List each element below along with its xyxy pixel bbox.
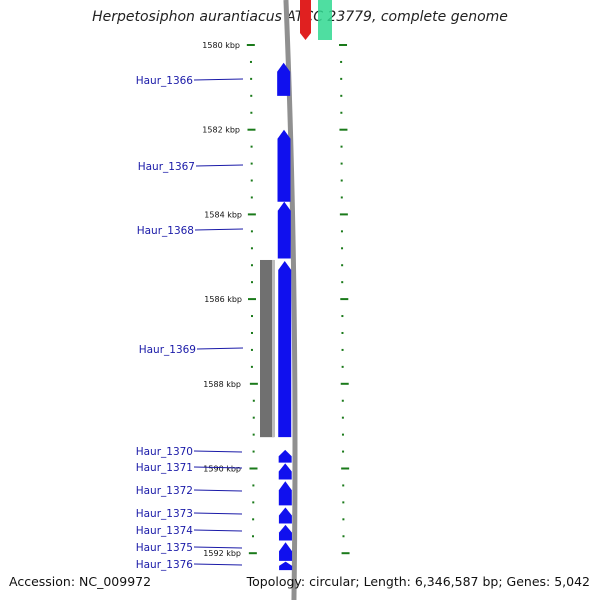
gene-label: Haur_1375 — [136, 542, 193, 554]
gene-label: Haur_1369 — [139, 344, 196, 356]
gene-label: Haur_1367 — [138, 161, 195, 173]
kbp-label: 1588 kbp — [203, 380, 241, 389]
gene-leader-line — [193, 546, 243, 549]
kbp-label: 1590 kbp — [203, 465, 241, 474]
gene-leader-line — [193, 78, 244, 81]
gene-arrow-haur-1370 — [278, 449, 292, 463]
gene-arrow-haur-1375 — [279, 542, 293, 561]
label-layer: 1580 kbp 1582 kbp 1584 kbp 1586 kbp 1588 kbp… — [136, 41, 244, 571]
gene-leader-line — [193, 489, 243, 492]
kbp-label: 1586 kbp — [204, 295, 242, 304]
right-tick-track — [339, 44, 350, 555]
gene-label: Haur_1376 — [136, 559, 194, 571]
red-feature — [300, 0, 311, 33]
homology-track — [260, 259, 275, 438]
gene-arrow-haur-1368 — [277, 201, 291, 259]
gene-arrow-haur-1373 — [278, 507, 292, 524]
gene-label: Haur_1370 — [136, 446, 193, 458]
gene-label: Haur_1374 — [136, 525, 194, 537]
homology-block — [260, 259, 274, 438]
left-tick-track — [246, 44, 258, 555]
gene-label: Haur_1372 — [136, 485, 193, 497]
gene-arrow-haur-1366 — [277, 62, 291, 96]
kbp-label: 1582 kbp — [202, 126, 240, 135]
gene-arrow-haur-1369 — [278, 260, 292, 438]
gene-label: Haur_1371 — [136, 462, 193, 474]
kbp-label: 1584 kbp — [204, 210, 242, 219]
map-title: Herpetosiphon aurantiacus ATCC 23779, co… — [92, 9, 508, 25]
gene-label: Haur_1373 — [136, 508, 193, 520]
gene-arrow-haur-1367 — [277, 129, 291, 202]
red-feature-arrow — [300, 33, 311, 40]
gene-leader-line — [195, 164, 244, 167]
gene-leader-line — [193, 512, 243, 515]
gene-leader-line — [193, 466, 243, 469]
gene-leader-line — [193, 450, 243, 453]
top-feature-track — [300, 0, 332, 40]
gene-label: Haur_1366 — [136, 75, 194, 87]
gene-arrow-haur-1376 — [279, 561, 293, 571]
teal-feature — [318, 0, 332, 40]
gene-leader-line — [196, 347, 244, 350]
homology-block-shade — [272, 259, 275, 438]
gene-leader-line — [193, 563, 243, 566]
gene-arrow-haur-1374 — [278, 524, 292, 541]
kbp-label: 1580 kbp — [202, 41, 240, 50]
gene-leader-line — [193, 529, 243, 532]
gene-track — [277, 62, 293, 571]
gene-arrow-haur-1371 — [278, 463, 292, 480]
backbone-line — [283, 0, 298, 600]
topology-text: Topology: circular; Length: 6,346,587 bp… — [246, 574, 590, 589]
gene-label: Haur_1368 — [137, 225, 194, 237]
gene-leader-line — [194, 228, 244, 231]
gene-arrow-haur-1372 — [278, 481, 292, 506]
accession-text: Accession: NC_009972 — [9, 574, 152, 589]
kbp-label: 1592 kbp — [203, 549, 241, 558]
genome-backbone — [283, 0, 298, 600]
